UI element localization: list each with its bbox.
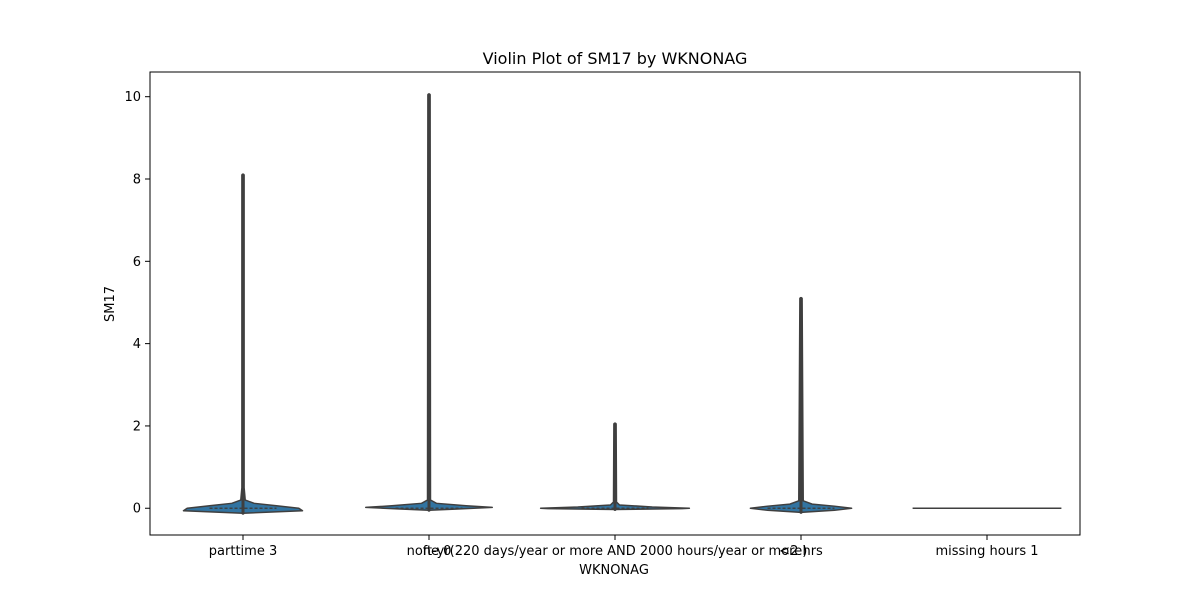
x-tick-label: <2 hrs bbox=[779, 544, 823, 559]
chart-title: Violin Plot of SM17 by WKNONAG bbox=[483, 49, 748, 68]
x-axis: parttime 3 none 0ft-yr(220 days/year or m… bbox=[209, 535, 1039, 559]
violins-group bbox=[182, 93, 1062, 515]
x-tick-label: parttime 3 bbox=[209, 544, 277, 559]
x-tick-label: missing hours 1 bbox=[935, 544, 1038, 559]
y-axis: 0 2 4 6 8 10 bbox=[124, 90, 150, 517]
x-tick-label: ft-yr(220 days/year or more AND 2000 hou… bbox=[423, 544, 808, 559]
y-tick-label: 8 bbox=[133, 173, 141, 188]
y-tick-label: 10 bbox=[124, 90, 141, 105]
y-tick-label: 0 bbox=[133, 502, 141, 517]
y-tick-label: 6 bbox=[133, 255, 141, 270]
y-axis-label: SM17 bbox=[103, 286, 118, 322]
x-axis-label: WKNONAG bbox=[579, 563, 649, 578]
y-tick-label: 4 bbox=[133, 337, 141, 352]
x-tick-label: none 0 bbox=[407, 544, 452, 559]
y-tick-label: 2 bbox=[133, 419, 141, 434]
